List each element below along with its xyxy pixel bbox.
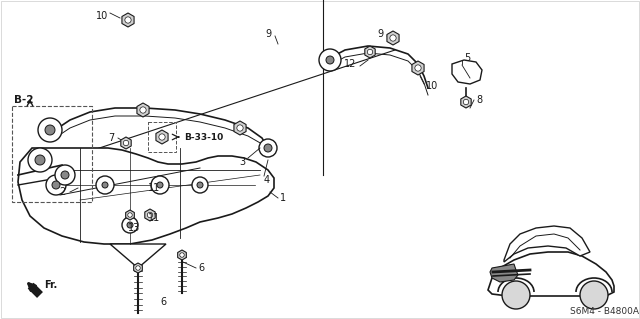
Polygon shape	[125, 210, 134, 220]
Polygon shape	[452, 60, 482, 84]
Polygon shape	[145, 209, 155, 221]
Text: 10: 10	[96, 11, 108, 21]
Circle shape	[147, 212, 153, 218]
Circle shape	[122, 217, 138, 233]
Text: 11: 11	[148, 183, 160, 193]
Text: 13: 13	[128, 223, 140, 233]
Text: 11: 11	[148, 213, 160, 223]
Polygon shape	[122, 13, 134, 27]
Circle shape	[463, 99, 468, 105]
Polygon shape	[121, 137, 131, 149]
Text: 10: 10	[426, 81, 438, 91]
Circle shape	[264, 144, 272, 152]
Polygon shape	[488, 252, 614, 296]
Circle shape	[197, 182, 203, 188]
Polygon shape	[110, 244, 166, 268]
Text: 6: 6	[160, 297, 166, 307]
Circle shape	[61, 171, 69, 179]
Circle shape	[136, 266, 140, 270]
Circle shape	[192, 177, 208, 193]
Circle shape	[180, 253, 184, 257]
Circle shape	[127, 222, 133, 228]
Circle shape	[35, 155, 45, 165]
Circle shape	[124, 140, 129, 146]
Polygon shape	[234, 121, 246, 135]
Circle shape	[367, 49, 372, 55]
Circle shape	[319, 49, 341, 71]
Circle shape	[157, 182, 163, 188]
Text: 6: 6	[198, 263, 204, 273]
Circle shape	[38, 118, 62, 142]
Polygon shape	[18, 148, 274, 244]
Circle shape	[390, 35, 396, 41]
Circle shape	[52, 181, 60, 189]
Circle shape	[415, 65, 421, 71]
Polygon shape	[156, 130, 168, 144]
Text: 4: 4	[264, 175, 270, 185]
Polygon shape	[461, 96, 471, 108]
Text: 1: 1	[280, 193, 286, 203]
Polygon shape	[387, 31, 399, 45]
Polygon shape	[137, 103, 149, 117]
Circle shape	[580, 281, 608, 309]
Text: 8: 8	[476, 95, 482, 105]
Polygon shape	[134, 263, 142, 273]
Circle shape	[46, 175, 66, 195]
Polygon shape	[365, 46, 375, 58]
Circle shape	[128, 213, 132, 217]
Text: 3: 3	[239, 157, 245, 167]
Circle shape	[140, 107, 146, 113]
Circle shape	[259, 139, 277, 157]
Polygon shape	[490, 264, 518, 282]
Text: 5: 5	[464, 53, 470, 63]
Circle shape	[159, 134, 165, 140]
Circle shape	[28, 148, 52, 172]
Circle shape	[96, 176, 114, 194]
Polygon shape	[412, 61, 424, 75]
Circle shape	[151, 176, 169, 194]
Text: S6M4 - B4800A: S6M4 - B4800A	[570, 308, 639, 316]
Text: 9: 9	[377, 29, 383, 39]
Text: B-33-10: B-33-10	[184, 132, 223, 142]
Text: Fr.: Fr.	[44, 280, 57, 290]
Circle shape	[102, 182, 108, 188]
Circle shape	[55, 165, 75, 185]
Circle shape	[326, 56, 334, 64]
Polygon shape	[178, 250, 186, 260]
Polygon shape	[504, 226, 590, 262]
Text: 7: 7	[108, 133, 114, 143]
Text: B-2: B-2	[14, 95, 33, 105]
Circle shape	[237, 125, 243, 131]
Circle shape	[125, 17, 131, 23]
Text: 2: 2	[60, 187, 66, 197]
Text: 12: 12	[344, 59, 356, 69]
Circle shape	[45, 125, 55, 135]
Text: 9: 9	[266, 29, 272, 39]
Circle shape	[502, 281, 530, 309]
